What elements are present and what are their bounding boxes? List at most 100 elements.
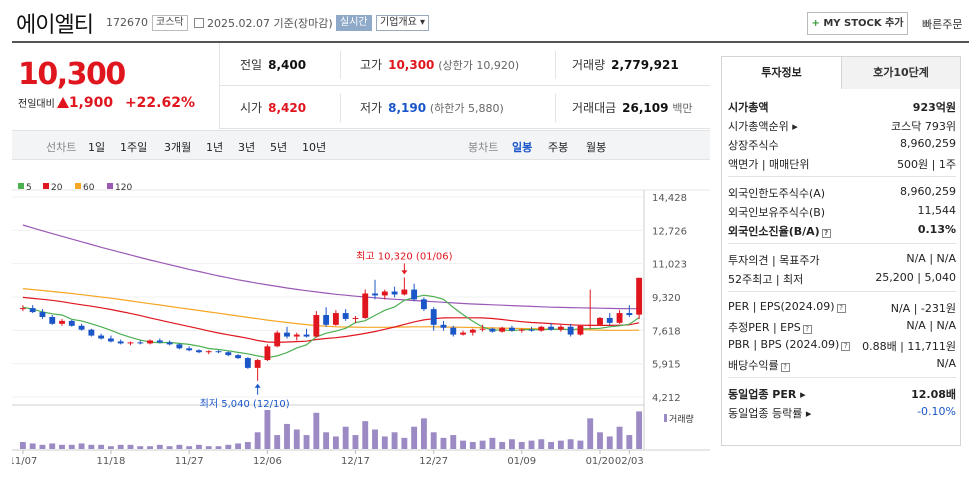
volume-bar	[440, 437, 447, 449]
candle-body	[176, 344, 183, 349]
x-tick-label: 11/27	[175, 456, 204, 467]
live-button[interactable]: 실시간	[336, 15, 372, 31]
tab-1w[interactable]: 1주일	[120, 141, 148, 154]
help-icon[interactable]: ?	[841, 342, 851, 351]
info-value: N/A | N/A	[906, 252, 956, 265]
candle-body	[401, 289, 408, 295]
quote-row-1: 전일 8,400 고가 10,300 (상한가 10,920) 거래량 2,779,9…	[220, 43, 710, 86]
help-icon[interactable]: ?	[802, 325, 812, 334]
tab-monthly[interactable]: 월봉	[586, 141, 607, 154]
candle-body	[225, 352, 232, 356]
help-icon[interactable]: ?	[821, 229, 831, 238]
change-rate: +22.62%	[124, 95, 195, 111]
volume-bar	[401, 437, 408, 449]
y-tick-label: 9,320	[652, 293, 681, 304]
candle-body	[460, 332, 466, 335]
info-row: 동일업종 등락률 ▸ -0.10%	[728, 405, 956, 423]
x-tick-label: 12/27	[419, 456, 448, 467]
volume-bar	[254, 432, 261, 449]
info-value: 0.88배 | 11,711원	[862, 340, 956, 353]
tab-1d[interactable]: 1일	[88, 141, 106, 154]
tab-1y[interactable]: 1년	[206, 141, 224, 154]
candle-body	[518, 329, 525, 331]
info-label: 외국인한도주식수(A)	[728, 187, 826, 200]
volume-bar	[332, 436, 339, 449]
quote-row-2: 시가 8,420 저가 8,190 (하한가 5,880) 거래대금 26,109 백…	[220, 86, 710, 129]
tab-orderbook[interactable]: 호가10단계	[841, 57, 960, 89]
volume-legend-swatch	[664, 414, 667, 422]
candle-body	[469, 329, 476, 333]
candle-body	[215, 351, 222, 353]
stock-header: 에이엘티 172670 코스닥 2025.02.07 기준(장마감) 실시간 기…	[0, 0, 978, 40]
high-value: 10,300	[388, 58, 435, 72]
info-row: 추정PER | EPS? N/A | N/A	[728, 319, 956, 337]
volume-bar	[235, 443, 242, 449]
volume-bar	[450, 435, 457, 449]
price-chart[interactable]: 5 20 60 120 14,428 12,726 11,023 9,320 7,618 5,91…	[8, 160, 710, 480]
tab-weekly[interactable]: 주봉	[548, 141, 569, 154]
info-label: 52주최고 | 최저	[728, 273, 804, 286]
info-value: 923억원	[912, 101, 956, 114]
current-price: 10,300	[18, 57, 126, 92]
my-stock-add-button[interactable]: + MY STOCK 추가	[807, 12, 908, 35]
help-icon[interactable]: ?	[780, 363, 790, 372]
y-tick-label: 7,618	[652, 326, 681, 337]
info-label: 상장주식수	[728, 139, 779, 152]
volume-bar	[411, 426, 418, 449]
candle-body	[616, 313, 623, 323]
tab-10y[interactable]: 10년	[302, 141, 327, 154]
y-tick-label: 4,212	[652, 393, 681, 404]
volume-bar	[293, 429, 300, 449]
open-price: 시가 8,420	[240, 99, 306, 116]
volume-bar	[196, 444, 202, 449]
candle-chart-label: 봉차트	[468, 141, 499, 154]
info-label: 추정PER | EPS?	[728, 319, 812, 335]
x-tick-label: 01/20	[586, 456, 615, 467]
volume-bar	[225, 444, 232, 449]
tab-3m[interactable]: 3개월	[164, 141, 192, 154]
help-icon[interactable]: ?	[836, 304, 846, 313]
info-row: 액면가 | 매매단위 500원 | 1주	[728, 156, 956, 174]
info-row: 외국인소진율(B/A)? 0.13%	[728, 223, 956, 241]
candle-body	[254, 360, 261, 368]
info-value: 12.08배	[911, 388, 956, 401]
tab-daily[interactable]: 일봉	[512, 141, 533, 154]
tab-investment-info[interactable]: 투자정보	[722, 57, 841, 89]
x-tick-label: 02/03	[615, 456, 644, 467]
info-separator	[728, 377, 956, 378]
candle-body	[49, 316, 56, 324]
company-info-dropdown[interactable]: 기업개요 ▾	[376, 15, 429, 31]
tab-3y[interactable]: 3년	[238, 141, 256, 154]
candle-body	[303, 334, 310, 337]
volume-bar	[88, 444, 95, 449]
candle-body	[362, 293, 369, 318]
volume-bar	[107, 446, 114, 449]
quote-grid: 전일 8,400 고가 10,300 (상한가 10,920) 거래량 2,779,9…	[220, 43, 710, 129]
info-row: 외국인보유주식수(B) 11,544	[728, 204, 956, 222]
candle-body	[548, 326, 555, 330]
candle-body	[587, 324, 594, 326]
volume-value: 2,779,921	[611, 58, 679, 72]
legend-swatch	[75, 183, 81, 189]
ma120-line	[22, 224, 640, 310]
candle-body	[440, 324, 447, 328]
legend-label: 5	[26, 183, 32, 193]
up-arrow-icon	[254, 383, 261, 388]
volume-bar	[19, 442, 26, 449]
candle-body	[372, 293, 378, 296]
volume-bar	[323, 432, 330, 449]
high-annotation: 최고 10,320 (01/06)	[356, 250, 452, 262]
info-value: 25,200 | 5,040	[875, 271, 956, 284]
quick-order-link[interactable]: 빠른주문	[922, 18, 963, 31]
volume-bar	[352, 435, 359, 449]
info-row: 52주최고 | 최저 25,200 | 5,040	[728, 271, 956, 289]
volume-bar	[616, 426, 623, 449]
tab-5y[interactable]: 5년	[270, 141, 288, 154]
info-row: 외국인한도주식수(A) 8,960,259	[728, 185, 956, 203]
candle-body	[137, 342, 144, 344]
candle-body	[352, 317, 359, 319]
info-separator	[728, 176, 956, 177]
change-label: 전일대비	[18, 99, 55, 110]
ma5-line	[22, 294, 640, 359]
candle-body	[68, 320, 75, 326]
